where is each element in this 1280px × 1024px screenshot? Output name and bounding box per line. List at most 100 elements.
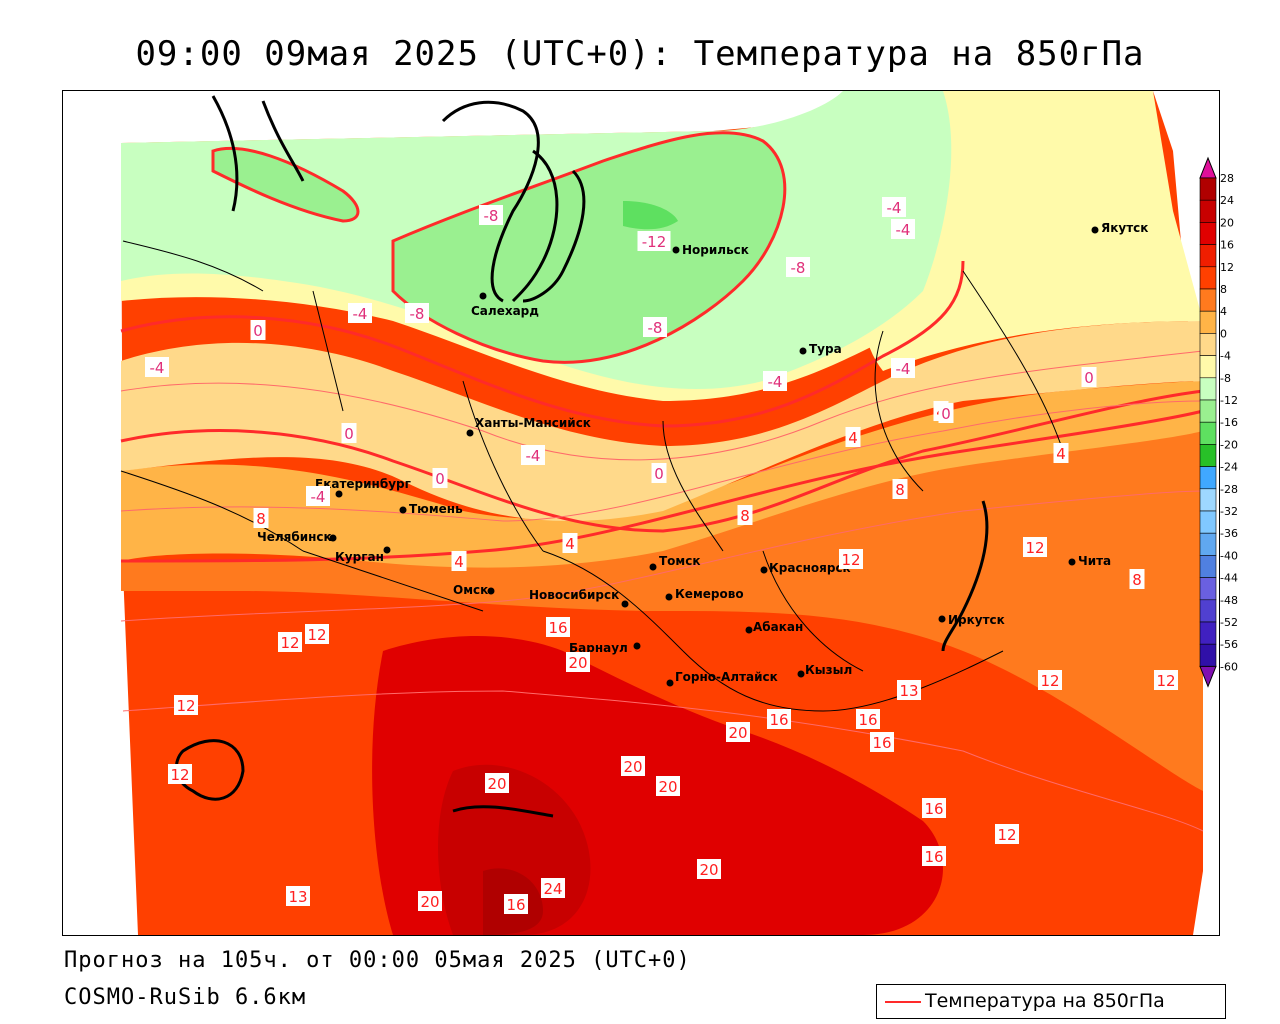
contour-label: -8 (410, 305, 425, 323)
forecast-caption: Прогноз на 105ч. от 00:00 05мая 2025 (UT… (64, 948, 691, 973)
contour-label-box (521, 445, 545, 465)
coastlines (174, 95, 989, 818)
contour-label: 12 (307, 626, 326, 644)
contour-label: 12 (1025, 539, 1044, 557)
contour-label: 20 (623, 758, 642, 776)
contour-label: 0 (344, 425, 354, 443)
contour-label-box (892, 479, 908, 499)
city-label: Омск (453, 583, 488, 597)
colorbar-swatch (1199, 288, 1217, 312)
contour-label: 20 (487, 775, 506, 793)
contour-label: 20 (658, 778, 677, 796)
colorbar-tick-label: -20 (1220, 438, 1238, 451)
colorbar-swatch (1199, 199, 1217, 223)
contour-label: 4 (454, 553, 464, 571)
colorbar-tick-label: -48 (1220, 594, 1238, 607)
contour-label-box (737, 505, 753, 525)
contour-label-box (643, 317, 667, 337)
colorbar-swatch (1199, 421, 1217, 445)
contour-label: 12 (170, 766, 189, 784)
colorbar-tick-label: -44 (1220, 572, 1238, 585)
colorbar-swatch (1199, 266, 1217, 290)
contour-label-box (253, 508, 269, 528)
contour-label-box (839, 549, 863, 569)
contour-label-box (286, 886, 310, 906)
contour-labels: -8 -12 -8 -4 -8 -4 -4 -8 -4 -4 -4 0 0 0 -4 -4 0 4 0 4 0 4 8 8 8 4… (145, 197, 1178, 914)
contour-label-box (306, 486, 330, 506)
colorbar-swatch (1199, 399, 1217, 423)
city-label: Салехард (471, 304, 539, 318)
contour-label: 4 (565, 535, 575, 553)
contour-label: -4 (526, 447, 541, 465)
contour-label-box (418, 891, 442, 911)
contour-label: -8 (791, 259, 806, 277)
contour-label: 13 (899, 682, 918, 700)
contour-label-box (651, 463, 667, 483)
contour-label-box (882, 197, 906, 217)
city-label: Кызыл (805, 663, 852, 677)
city-markers: Якутск Норильск Салехард Тура Ханты-Манс… (257, 221, 1148, 687)
contour-label-box (145, 357, 169, 377)
colorbar-tick-label: 0 (1220, 327, 1227, 340)
colorbar-tick-label: -56 (1220, 638, 1238, 651)
city-label: Горно-Алтайск (675, 670, 778, 684)
city-label: Ханты-Мансийск (475, 416, 591, 430)
contour-label-box (405, 303, 429, 323)
contour-label: 0 (1084, 369, 1094, 387)
colorbar-tick-label: 12 (1220, 261, 1234, 274)
colorbar-tick-label: 8 (1220, 283, 1227, 296)
colorbar-tick-label: -32 (1220, 505, 1238, 518)
contour-label-box (891, 219, 915, 239)
colorbar-tick-label: -16 (1220, 416, 1238, 429)
contour-label-box (786, 257, 810, 277)
contour-label-box (726, 722, 750, 742)
colorbar-tick-label: -52 (1220, 616, 1238, 629)
contour-label-box (546, 617, 570, 637)
contour-label: -4 (311, 488, 326, 506)
colorbar-swatch (1199, 377, 1217, 401)
city-label: Красноярск (769, 561, 851, 575)
contour-label: 12 (1040, 672, 1059, 690)
contour-label: 16 (548, 619, 567, 637)
contour-label-box (656, 776, 680, 796)
contour-label: 8 (740, 507, 750, 525)
contour-label: -4 (896, 221, 911, 239)
contour-label-box (938, 403, 954, 423)
colorbar-swatch (1199, 333, 1217, 356)
colorbar: 28 24 20 16 12 8 4 0 -4 -8 -12 -16 -20 -24 -28 -32 -36 -4… (1199, 156, 1238, 688)
contour-label: -4 (896, 360, 911, 378)
colorbar-swatch (1199, 244, 1217, 268)
contour-label: -4 (150, 359, 165, 377)
contour-label-box (348, 303, 372, 323)
contour-label: -4 (887, 199, 902, 217)
city-label: Норильск (682, 243, 749, 257)
contour-label-box (168, 764, 192, 784)
colorbar-swatch (1199, 599, 1217, 623)
contour-label-box (278, 632, 302, 652)
contour-label: 8 (895, 481, 905, 499)
borders (120, 240, 1064, 712)
colorbar-swatch (1199, 355, 1217, 379)
colorbar-tick-label: -12 (1220, 394, 1238, 407)
contour-label-box (485, 773, 509, 793)
contour-label-box (922, 798, 946, 818)
city-label: Екатеринбург (315, 477, 411, 491)
city-label: Абакан (753, 620, 803, 634)
contour-label-box (541, 878, 565, 898)
contour-label: 16 (769, 711, 788, 729)
city-label: Якутск (1101, 221, 1148, 235)
contour-label-box (174, 695, 198, 715)
colorbar-tick-label: -28 (1220, 483, 1238, 496)
contour-label-box (451, 551, 467, 571)
city-label: Курган (335, 550, 384, 564)
contour-label: 16 (924, 800, 943, 818)
contour-label: 20 (728, 724, 747, 742)
city-label: Барнаул (569, 641, 628, 655)
contour-label: 12 (997, 826, 1016, 844)
contour-label: 0 (941, 405, 951, 423)
colorbar-tick-label: -24 (1220, 461, 1238, 474)
city-label: Томск (659, 554, 701, 568)
map-canvas: Якутск Норильск Салехард Тура Ханты-Манс… (63, 91, 1219, 935)
contour-label-box (637, 231, 671, 251)
city-label: Челябинск (257, 530, 332, 544)
